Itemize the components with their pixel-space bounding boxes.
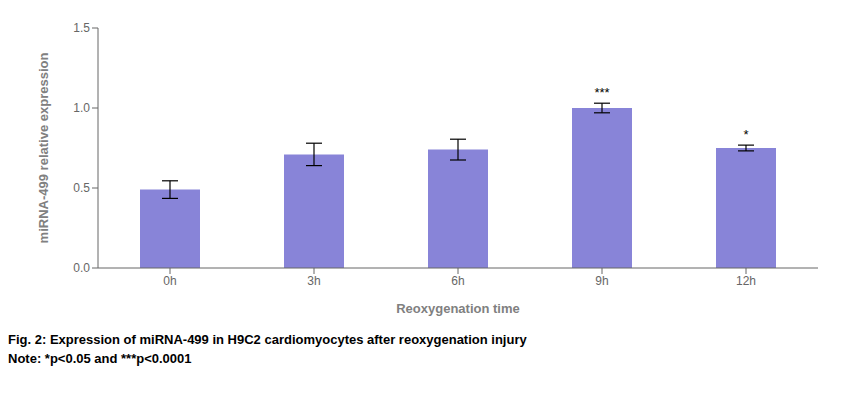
svg-text:12h: 12h [736, 274, 756, 288]
svg-text:1.5: 1.5 [73, 21, 90, 35]
svg-text:***: *** [594, 85, 609, 100]
svg-text:0.5: 0.5 [73, 181, 90, 195]
svg-text:*: * [743, 127, 748, 142]
html-text:Note: *p<0.05 and ***p<0.0001: Note: *p<0.05 and ***p<0.0001 [8, 351, 192, 366]
svg-text:1.0: 1.0 [73, 101, 90, 115]
svg-text:6h: 6h [451, 274, 464, 288]
svg-text:3h: 3h [307, 274, 320, 288]
svg-text:Reoxygenation time: Reoxygenation time [396, 301, 520, 316]
svg-text:0h: 0h [163, 274, 176, 288]
svg-text:9h: 9h [595, 274, 608, 288]
html-text:Fig. 2: Expression of miRNA-49: Fig. 2: Expression of miRNA-499 in H9C2 … [8, 332, 527, 347]
svg-text:0.0: 0.0 [73, 261, 90, 275]
svg-text:miRNA-499 relative expression: miRNA-499 relative expression [36, 53, 51, 244]
